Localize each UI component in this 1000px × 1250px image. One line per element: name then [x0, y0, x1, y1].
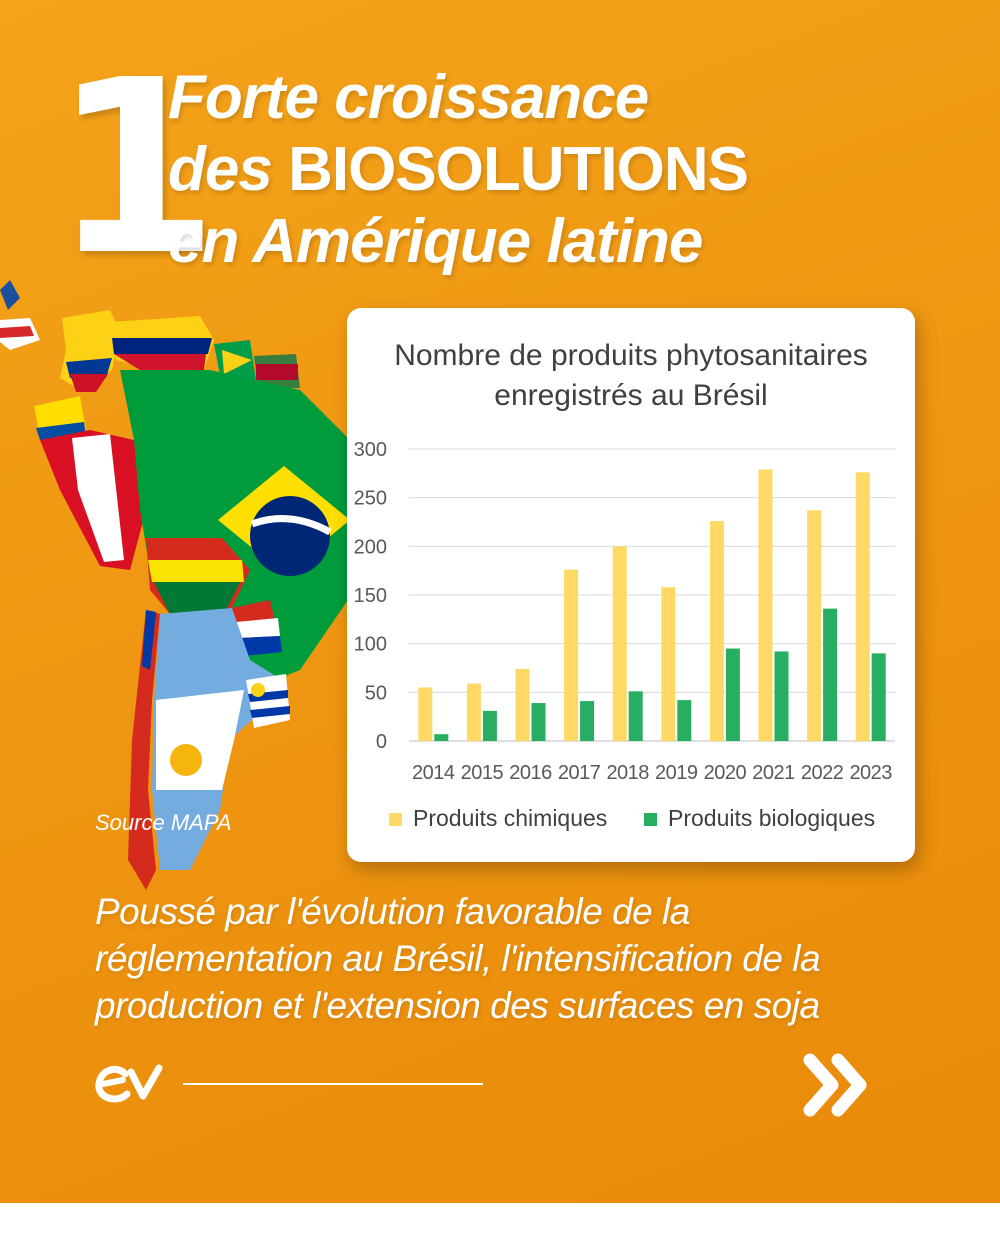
bar-chimiques	[855, 472, 870, 741]
bar-chimiques	[807, 510, 822, 741]
x-tick-label: 2019	[655, 762, 698, 784]
bar-biologiques	[871, 653, 886, 741]
bar-biologiques	[482, 710, 497, 741]
y-tick-label: 300	[354, 439, 387, 461]
chart-title: Nombre de produits phytosanitaires enreg…	[347, 336, 915, 416]
bar-chimiques	[612, 546, 627, 741]
bar-biologiques	[531, 703, 546, 741]
legend-label: Produits biologiques	[668, 805, 875, 831]
x-tick-label: 2022	[801, 762, 844, 784]
page: 1 Forte croissance des BIOSOLUTIONS en A…	[0, 0, 1000, 1203]
legend-swatch	[389, 813, 402, 826]
x-tick-label: 2017	[558, 762, 601, 784]
y-tick-label: 200	[354, 536, 387, 558]
step-number: 1	[52, 28, 219, 308]
bar-chimiques	[564, 569, 579, 741]
legend-label: Produits chimiques	[413, 805, 607, 831]
chart-title-line-2: enregistrés au Brésil	[494, 379, 768, 412]
legend-swatch	[644, 813, 657, 826]
bar-biologiques	[580, 701, 595, 741]
y-tick-label: 250	[354, 488, 387, 510]
x-tick-label: 2014	[412, 762, 455, 784]
headline-line-3: en Amérique latine	[168, 207, 703, 276]
y-tick-label: 100	[354, 634, 387, 656]
subtitle: Poussé par l'évolution favorable de la r…	[95, 891, 821, 1026]
x-tick-label: 2018	[606, 762, 649, 784]
headline: Forte croissance des BIOSOLUTIONS en Amé…	[168, 62, 749, 278]
chart-card: Nombre de produits phytosanitaires enreg…	[347, 308, 915, 862]
bar-biologiques	[774, 651, 789, 741]
bar-biologiques	[434, 734, 449, 741]
y-tick-label: 150	[354, 585, 387, 607]
y-tick-label: 0	[376, 731, 387, 753]
ev-logo-icon	[95, 1064, 163, 1103]
bar-chimiques	[466, 683, 481, 741]
bar-chimiques	[709, 521, 724, 741]
divider-line	[183, 1083, 483, 1085]
x-tick-label: 2021	[752, 762, 795, 784]
bar-biologiques	[725, 648, 740, 741]
bar-biologiques	[677, 700, 692, 741]
x-tick-label: 2016	[509, 762, 552, 784]
chart-title-line-1: Nombre de produits phytosanitaires	[394, 339, 868, 372]
headline-line-2: des BIOSOLUTIONS	[168, 135, 749, 204]
bar-biologiques	[823, 608, 838, 741]
x-tick-label: 2023	[849, 762, 892, 784]
x-tick-label: 2015	[461, 762, 504, 784]
headline-emphasis: BIOSOLUTIONS	[288, 135, 749, 204]
south-america-map-icon	[0, 280, 350, 890]
bar-chimiques	[661, 587, 676, 741]
bar-chimiques	[758, 469, 773, 741]
y-tick-label: 50	[365, 682, 387, 704]
double-chevron-right-icon[interactable]	[802, 1050, 872, 1120]
bar-chimiques	[515, 668, 530, 741]
headline-line-1: Forte croissance	[168, 63, 649, 132]
x-tick-label: 2020	[704, 762, 747, 784]
bar-biologiques	[628, 691, 643, 741]
bar-chart: 0 50 100 150 200 250 300 2014 2015 2016 2017 2018 20…	[354, 439, 895, 831]
bar-chimiques	[418, 687, 433, 741]
source-label: Source MAPA	[95, 810, 232, 835]
bottom-strip	[0, 1203, 1000, 1250]
